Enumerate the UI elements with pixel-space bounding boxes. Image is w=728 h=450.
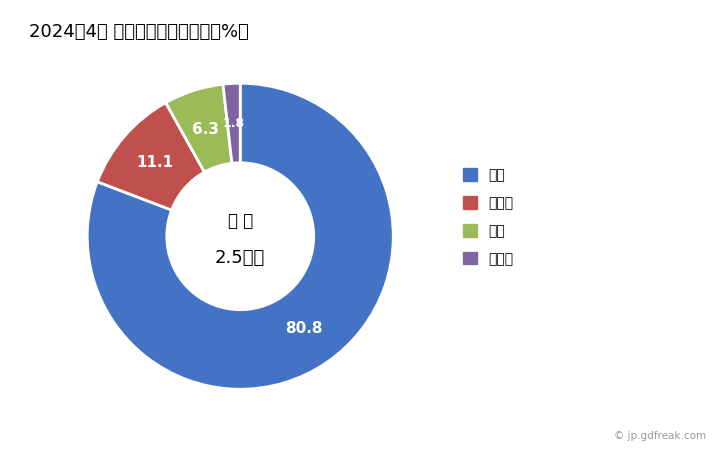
Wedge shape <box>223 83 240 163</box>
Wedge shape <box>98 103 205 210</box>
Text: 2.5億円: 2.5億円 <box>215 249 266 267</box>
Legend: 中国, インド, 豪州, その他: 中国, インド, 豪州, その他 <box>458 163 519 271</box>
Text: 1.8: 1.8 <box>223 117 245 130</box>
Wedge shape <box>166 84 232 172</box>
Text: 11.1: 11.1 <box>137 155 174 170</box>
Text: 6.3: 6.3 <box>192 122 219 137</box>
Text: © jp.gdfreak.com: © jp.gdfreak.com <box>614 431 706 441</box>
Text: 2024年4月 輸出相手国のシェア（%）: 2024年4月 輸出相手国のシェア（%） <box>29 22 249 40</box>
Text: 80.8: 80.8 <box>285 321 323 336</box>
Wedge shape <box>87 83 393 389</box>
Text: 総 額: 総 額 <box>228 212 253 230</box>
